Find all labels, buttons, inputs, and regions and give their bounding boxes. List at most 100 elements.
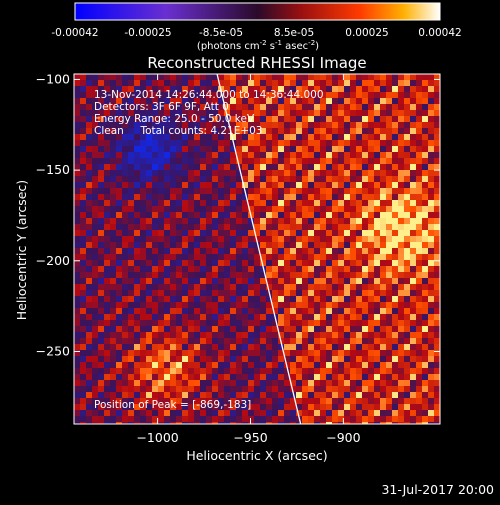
heatmap-cell	[278, 368, 284, 374]
heatmap-cell	[296, 308, 302, 314]
heatmap-cell	[416, 344, 422, 350]
heatmap-cell	[290, 170, 296, 176]
heatmap-cell	[194, 104, 200, 110]
heatmap-cell	[98, 158, 104, 164]
heatmap-cell	[134, 236, 140, 242]
heatmap-cell	[122, 194, 128, 200]
heatmap-cell	[362, 146, 368, 152]
heatmap-cell	[260, 110, 266, 116]
heatmap-cell	[92, 326, 98, 332]
heatmap-cell	[344, 392, 350, 398]
heatmap-cell	[110, 128, 116, 134]
heatmap-cell	[332, 230, 338, 236]
heatmap-cell	[374, 224, 380, 230]
heatmap-cell	[284, 374, 290, 380]
heatmap-cell	[410, 350, 416, 356]
heatmap-cell	[398, 224, 404, 230]
heatmap-cell	[140, 194, 146, 200]
heatmap-cell	[296, 260, 302, 266]
heatmap-cell	[416, 104, 422, 110]
heatmap-cell	[98, 218, 104, 224]
heatmap-cell	[362, 284, 368, 290]
heatmap-cell	[236, 80, 242, 86]
heatmap-cell	[116, 338, 122, 344]
heatmap-cell	[314, 98, 320, 104]
heatmap-cell	[434, 392, 440, 398]
heatmap-cell	[290, 134, 296, 140]
heatmap-cell	[188, 422, 194, 424]
heatmap-cell	[122, 104, 128, 110]
heatmap-cell	[218, 104, 224, 110]
heatmap-cell	[362, 314, 368, 320]
heatmap-cell	[218, 260, 224, 266]
heatmap-cell	[266, 176, 272, 182]
heatmap-cell	[98, 140, 104, 146]
heatmap-cell	[140, 266, 146, 272]
heatmap-cell	[260, 80, 266, 86]
heatmap-cell	[140, 140, 146, 146]
heatmap-cell	[182, 206, 188, 212]
heatmap-cell	[380, 122, 386, 128]
heatmap-cell	[428, 176, 434, 182]
heatmap-cell	[338, 86, 344, 92]
heatmap-cell	[338, 104, 344, 110]
heatmap-cell	[392, 128, 398, 134]
heatmap-cell	[332, 368, 338, 374]
heatmap-cell	[182, 188, 188, 194]
heatmap-cell	[212, 356, 218, 362]
heatmap-cell	[98, 230, 104, 236]
heatmap-cell	[188, 176, 194, 182]
heatmap-cell	[242, 176, 248, 182]
heatmap-cell	[80, 344, 86, 350]
heatmap-cell	[332, 260, 338, 266]
heatmap-cell	[80, 194, 86, 200]
heatmap-cell	[296, 194, 302, 200]
heatmap-cell	[332, 362, 338, 368]
heatmap-cell	[242, 350, 248, 356]
heatmap-cell	[152, 164, 158, 170]
heatmap-cell	[368, 170, 374, 176]
heatmap-cell	[176, 410, 182, 416]
heatmap-cell	[344, 212, 350, 218]
heatmap-cell	[422, 266, 428, 272]
heatmap-cell	[188, 332, 194, 338]
heatmap-cell	[302, 296, 308, 302]
heatmap-cell	[194, 164, 200, 170]
heatmap-cell	[434, 308, 440, 314]
heatmap-cell	[374, 260, 380, 266]
heatmap-cell	[332, 194, 338, 200]
heatmap-cell	[344, 344, 350, 350]
heatmap-cell	[140, 338, 146, 344]
heatmap-cell	[128, 362, 134, 368]
heatmap-cell	[374, 182, 380, 188]
heatmap-cell	[398, 230, 404, 236]
heatmap-cell	[158, 398, 164, 404]
heatmap-cell	[350, 98, 356, 104]
heatmap-cell	[398, 284, 404, 290]
heatmap-cell	[260, 236, 266, 242]
heatmap-cell	[224, 170, 230, 176]
heatmap-cell	[158, 206, 164, 212]
heatmap-cell	[296, 296, 302, 302]
heatmap-cell	[200, 116, 206, 122]
heatmap-cell	[164, 374, 170, 380]
heatmap-cell	[398, 110, 404, 116]
heatmap-cell	[422, 350, 428, 356]
heatmap-cell	[380, 176, 386, 182]
heatmap-cell	[344, 308, 350, 314]
heatmap-cell	[80, 290, 86, 296]
heatmap-cell	[242, 416, 248, 422]
heatmap-cell	[350, 326, 356, 332]
heatmap-cell	[332, 152, 338, 158]
heatmap-cell	[284, 266, 290, 272]
heatmap-cell	[290, 92, 296, 98]
heatmap-cell	[86, 380, 92, 386]
heatmap-cell	[86, 410, 92, 416]
heatmap-cell	[272, 272, 278, 278]
heatmap-cell	[236, 236, 242, 242]
heatmap-cell	[356, 392, 362, 398]
heatmap-cell	[374, 278, 380, 284]
heatmap-cell	[182, 104, 188, 110]
heatmap-cell	[110, 236, 116, 242]
heatmap-cell	[80, 110, 86, 116]
